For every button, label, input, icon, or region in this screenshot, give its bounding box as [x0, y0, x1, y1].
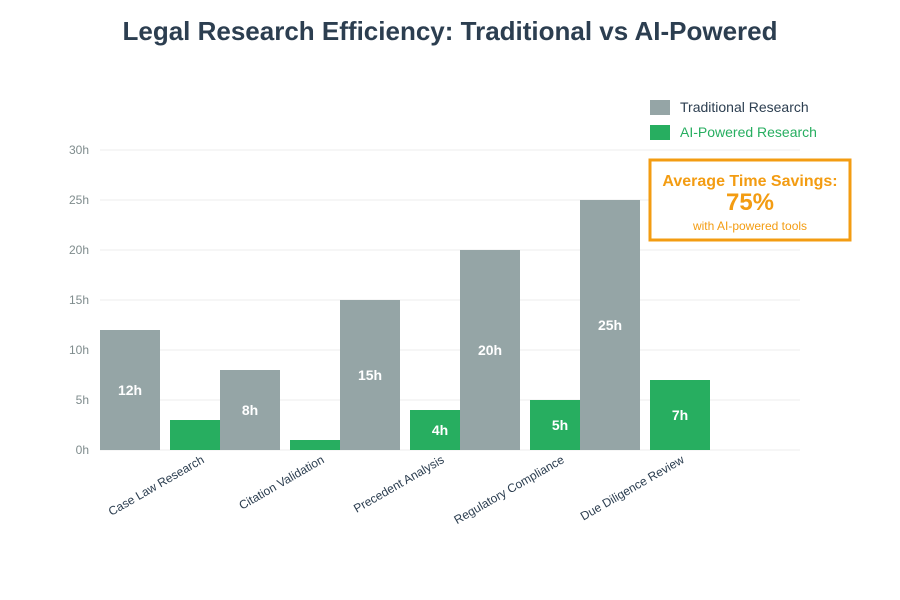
legend-item-traditional[interactable]: Traditional Research [650, 99, 809, 115]
y-tick-label: 0h [76, 443, 89, 457]
annotation-box [648, 158, 852, 242]
gridlines [100, 149, 800, 451]
x-tick-label: Precedent Analysis [351, 452, 446, 515]
legend-item-ai[interactable]: AI-Powered Research [650, 124, 817, 140]
annotation-subtitle: with AI-powered tools [692, 219, 807, 233]
y-tick-label: 10h [69, 343, 89, 357]
x-axis: Case Law Research Citation Validation Prec… [106, 452, 687, 527]
bar-label-traditional: 20h [478, 342, 502, 358]
y-tick-label: 5h [76, 393, 89, 407]
y-tick-label: 15h [69, 293, 89, 307]
bar-label-ai: 5h [552, 417, 568, 433]
bar-traditional[interactable] [340, 300, 400, 450]
bars: 12h 8h 15h 4h 20h 5h 25h 7h [100, 200, 710, 450]
bar-label-traditional: 15h [358, 367, 382, 383]
legend-label-traditional: Traditional Research [680, 99, 809, 115]
annotation-value: 75% [726, 189, 774, 216]
bar-traditional[interactable] [100, 330, 160, 450]
y-axis: 0h 5h 10h 15h 20h 25h 30h [69, 143, 89, 457]
bar-label-traditional: 25h [598, 317, 622, 333]
bar-label-ai: 7h [672, 407, 688, 423]
y-tick-label: 30h [69, 143, 89, 157]
bar-traditional[interactable] [460, 250, 520, 450]
bar-traditional[interactable] [220, 370, 280, 450]
legend: Traditional Research AI-Powered Research [650, 99, 817, 140]
bar-label-traditional: 12h [118, 382, 142, 398]
legend-label-ai: AI-Powered Research [680, 124, 817, 140]
y-tick-label: 25h [69, 193, 89, 207]
x-tick-label: Regulatory Compliance [451, 452, 566, 527]
bar-ai[interactable] [290, 440, 350, 450]
legend-swatch-ai [650, 125, 670, 140]
bar-ai[interactable] [650, 380, 710, 450]
savings-annotation: Average Time Savings: 75% with AI-powere… [648, 158, 852, 242]
bar-traditional[interactable] [580, 200, 640, 450]
x-tick-label: Citation Validation [236, 452, 326, 512]
annotation-title: Average Time Savings: [662, 173, 837, 190]
bar-label-traditional: 8h [242, 402, 258, 418]
bar-label-ai: 4h [432, 422, 448, 438]
x-tick-label: Due Diligence Review [578, 452, 687, 523]
x-tick-label: Case Law Research [106, 452, 207, 518]
y-tick-label: 20h [69, 243, 89, 257]
legend-swatch-traditional [650, 100, 670, 115]
chart-title: Legal Research Efficiency: Traditional v… [122, 16, 777, 46]
